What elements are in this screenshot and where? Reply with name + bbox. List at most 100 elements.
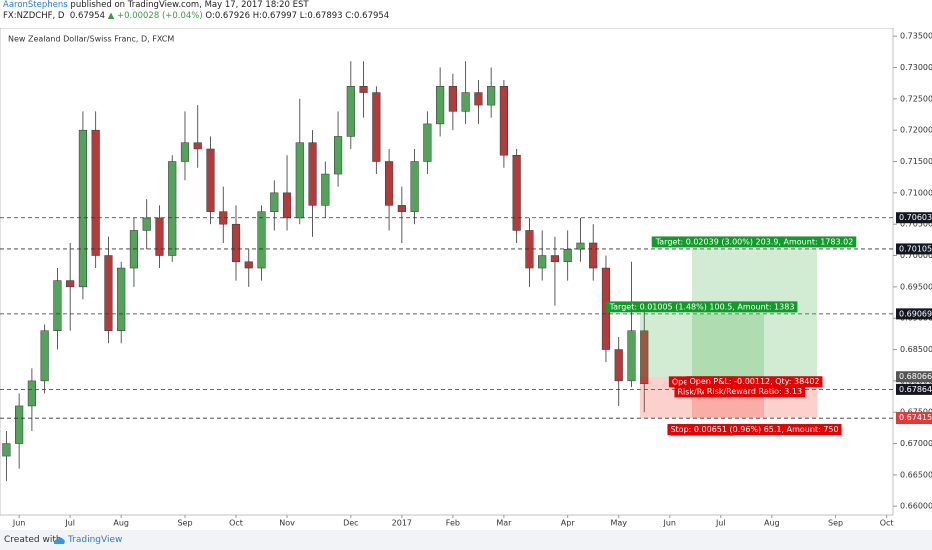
candle-body xyxy=(538,255,547,269)
label-bg xyxy=(896,308,932,320)
label: Risk/Reward xyxy=(677,387,726,396)
candle-body xyxy=(295,142,304,219)
candle-body xyxy=(640,330,649,385)
candle-body xyxy=(436,86,445,125)
label: Target: 0.02039 (3.00%) 203.9, Amount: 1… xyxy=(655,237,854,246)
x-tick-label: Oct xyxy=(229,519,243,528)
candle-body xyxy=(474,92,483,106)
candle-body xyxy=(2,443,11,457)
x-tick-label: Sep xyxy=(828,519,843,528)
label: 0.70105 xyxy=(899,244,932,253)
candle-body xyxy=(53,280,62,331)
x-tick-label: Feb xyxy=(446,519,460,528)
created: Created with xyxy=(4,535,62,545)
y-tick-label: 0.69500 xyxy=(900,282,932,291)
candle-body xyxy=(448,86,457,112)
y-tick-label: 0.68500 xyxy=(900,345,932,354)
x-tick-label: Mar xyxy=(496,519,512,528)
profit-zone xyxy=(640,313,764,377)
candle-body xyxy=(576,242,585,250)
label-bg xyxy=(686,376,823,388)
y-tick-label: 0.70500 xyxy=(900,220,932,229)
candle-body xyxy=(410,161,419,212)
candle-body xyxy=(627,330,636,382)
candle-body xyxy=(589,242,598,269)
y-tick-label: 0.71000 xyxy=(900,188,932,197)
x-tick-label: May xyxy=(610,519,627,528)
open: O:0.67926 xyxy=(205,11,250,21)
candle-body xyxy=(282,192,292,219)
x-tick-label: Oct xyxy=(880,519,894,528)
x-tick-label: Sep xyxy=(177,519,192,528)
candle-body xyxy=(385,161,394,206)
label: Risk/Reward Ratio: 3.13 xyxy=(707,387,802,396)
candle-body xyxy=(91,129,100,256)
candle-body xyxy=(168,161,177,256)
candle-body xyxy=(487,86,496,106)
profit-zone xyxy=(692,248,817,377)
candle-body xyxy=(117,267,126,331)
chart-title: New Zealand Dollar/Swiss Franc, D, FXCM xyxy=(8,35,174,44)
candle-body xyxy=(512,154,521,231)
x-tick-label: Aug xyxy=(113,519,129,528)
candle-body xyxy=(78,129,87,288)
y-tick-label: 0.66500 xyxy=(900,470,932,479)
candle-body xyxy=(499,86,508,156)
last: 0.67954 xyxy=(69,11,106,21)
y-tick-label: 0.67000 xyxy=(900,439,932,448)
label: 0.67864 xyxy=(899,385,932,394)
x-tick-label: Nov xyxy=(279,519,295,528)
candle-body xyxy=(321,173,330,206)
candle-body xyxy=(461,92,470,112)
brand[interactable]: TradingView xyxy=(68,535,123,545)
y-tick-label: 0.71500 xyxy=(900,157,932,166)
author[interactable]: AaronStephens xyxy=(3,0,68,10)
y-tick-label: 0.73000 xyxy=(900,63,932,72)
label: 0.68066 xyxy=(899,372,932,381)
candle-body xyxy=(423,123,432,162)
high: H:0.67997 xyxy=(252,11,298,21)
candle-body xyxy=(333,136,343,175)
candle-body xyxy=(359,86,368,93)
x-tick-label: Dec xyxy=(343,519,358,528)
symbol: FX:NZDCHF, D xyxy=(3,11,65,21)
logo xyxy=(54,537,65,544)
footer: Created with TradingView xyxy=(0,530,932,550)
candle-body xyxy=(142,217,151,231)
label: 0.69069 xyxy=(899,309,932,318)
x-tick-label: 2017 xyxy=(392,519,412,528)
candle-body xyxy=(231,223,241,263)
change: ▲ +0.00028 (+0.04%) xyxy=(107,11,203,21)
label-bg xyxy=(896,371,932,383)
y-tick-label: 0.66000 xyxy=(900,502,932,511)
label-bg xyxy=(651,236,857,248)
candle-body xyxy=(308,142,317,206)
label-bg xyxy=(896,412,932,424)
candle-body xyxy=(550,255,560,263)
low: L:0.67893 xyxy=(299,11,343,21)
label-bg xyxy=(896,383,932,395)
label-bg xyxy=(703,386,806,398)
x-tick-label: Apr xyxy=(561,519,576,528)
candle-body xyxy=(372,92,381,162)
candle-body xyxy=(40,330,49,382)
candle-body xyxy=(104,255,113,331)
x-tick-label: Jun xyxy=(663,519,677,528)
candle-body xyxy=(397,205,406,212)
y-tick-label: 0.72000 xyxy=(900,126,932,135)
candle-body xyxy=(27,380,36,407)
header: AaronStephens published on TradingView.c… xyxy=(3,0,389,22)
close: C:0.67954 xyxy=(345,11,390,21)
y-tick-label: 0.70000 xyxy=(900,251,932,260)
label: Open P&L: -0.00112, Qty: 38402 xyxy=(690,377,820,386)
candle-body xyxy=(257,211,266,269)
x-tick-label: Jun xyxy=(12,519,26,528)
candle-body xyxy=(206,148,215,212)
candle-body xyxy=(614,349,623,382)
y-tick-label: 0.72500 xyxy=(900,94,932,103)
candle-body xyxy=(155,217,164,256)
label: Stop: 0.00651 (0.96%) 65.1, Amount: 750 xyxy=(670,425,838,434)
candle-body xyxy=(270,192,279,212)
candle-body xyxy=(563,248,572,263)
